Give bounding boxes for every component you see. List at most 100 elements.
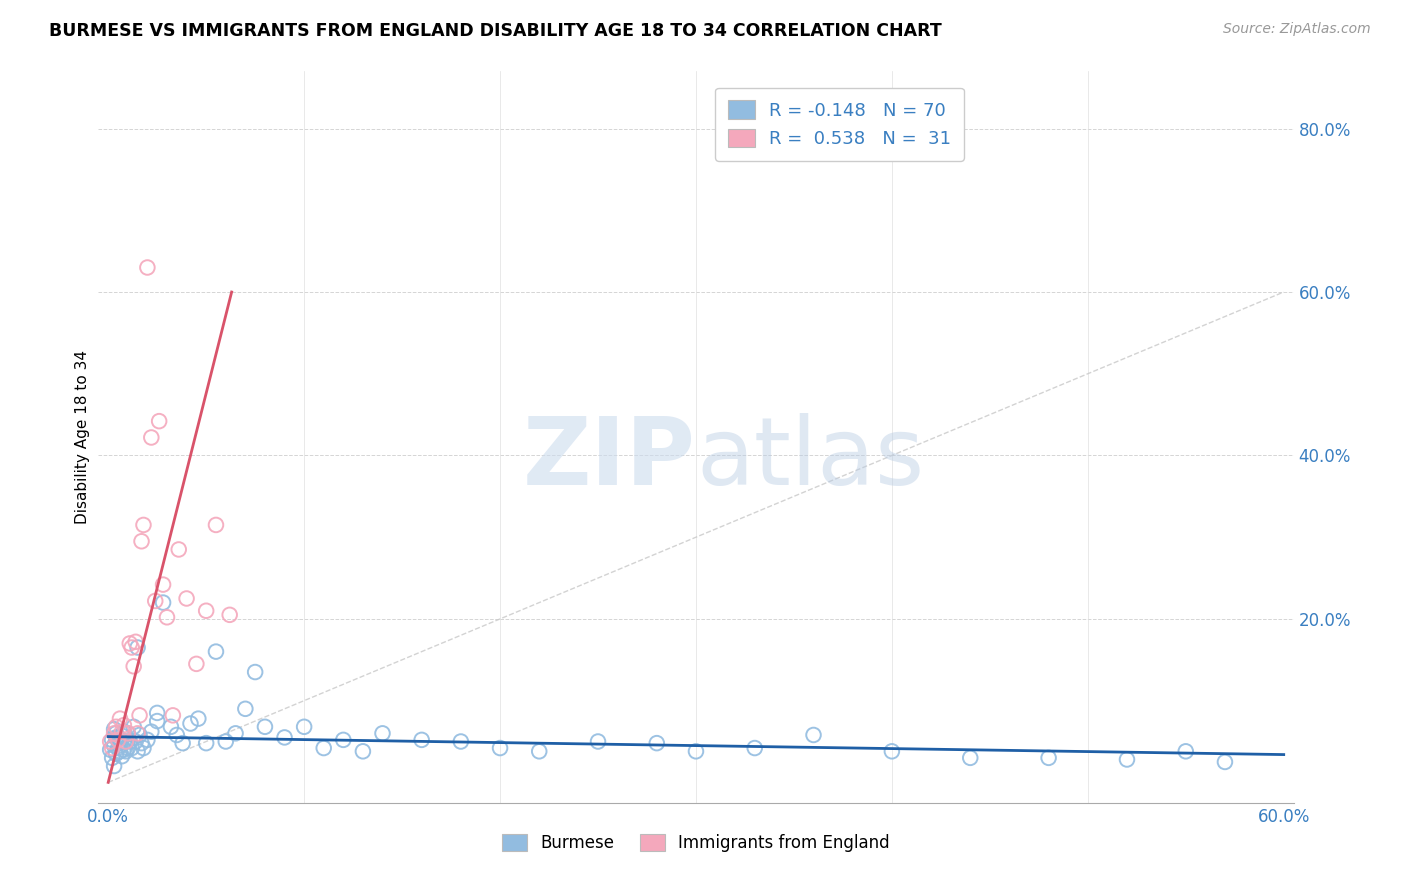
Point [107,731,129,745]
Y-axis label: Disability Age 18 to 34: Disability Age 18 to 34 [75,350,90,524]
Point [332,732,354,747]
Point [105,747,128,761]
Point [98,734,121,748]
Point [243,665,266,679]
Point [156,610,179,624]
Point [121,741,143,756]
Point [115,734,138,748]
Point [98,742,121,756]
Point [127,726,149,740]
Point [218,607,240,622]
Point [803,728,825,742]
Point [586,734,609,748]
Point [103,739,125,753]
Point [141,430,163,444]
Point [105,726,128,740]
Point [107,732,129,747]
Point [115,734,138,748]
Point [148,414,170,428]
Point [162,708,184,723]
Point [132,741,155,756]
Point [253,720,276,734]
Point [352,744,374,758]
Point [112,718,135,732]
Point [117,726,139,740]
Point [685,744,707,758]
Point [273,731,295,745]
Text: BURMESE VS IMMIGRANTS FROM ENGLAND DISABILITY AGE 18 TO 34 CORRELATION CHART: BURMESE VS IMMIGRANTS FROM ENGLAND DISAB… [49,22,942,40]
Point [101,732,124,747]
Point [103,759,125,773]
Point [880,744,903,758]
Point [152,577,174,591]
Point [112,734,135,748]
Point [146,706,169,720]
Point [105,720,128,734]
Point [111,749,134,764]
Point [1038,751,1060,765]
Point [195,604,218,618]
Point [124,734,146,748]
Point [529,744,551,758]
Point [959,751,981,765]
Point [128,708,150,723]
Point [112,724,135,739]
Point [411,732,433,747]
Point [166,728,188,742]
Point [111,729,134,743]
Point [141,724,163,739]
Point [136,260,159,275]
Point [160,720,183,734]
Point [225,726,247,740]
Point [128,728,150,742]
Point [124,635,146,649]
Point [205,517,228,532]
Point [105,731,128,745]
Point [235,702,257,716]
Point [103,723,125,737]
Point [1174,744,1197,758]
Point [121,640,143,655]
Point [101,741,124,756]
Point [172,736,194,750]
Point [176,591,198,606]
Point [215,734,238,748]
Point [101,751,124,765]
Point [118,636,141,650]
Point [450,734,472,748]
Point [108,712,131,726]
Point [118,734,141,748]
Point [131,736,153,750]
Point [107,741,129,756]
Point [127,744,149,758]
Point [108,744,131,758]
Point [489,741,512,756]
Point [122,659,145,673]
Point [167,542,190,557]
Text: Source: ZipAtlas.com: Source: ZipAtlas.com [1223,22,1371,37]
Point [115,744,138,758]
Point [146,714,169,728]
Text: ZIP: ZIP [523,413,696,505]
Point [312,741,335,756]
Point [143,594,166,608]
Point [108,736,131,750]
Point [1213,755,1236,769]
Point [179,716,201,731]
Point [645,736,668,750]
Point [127,640,149,655]
Point [371,726,394,740]
Point [112,742,135,756]
Point [186,657,208,671]
Text: atlas: atlas [696,413,924,505]
Point [117,741,139,756]
Point [117,726,139,740]
Point [205,645,228,659]
Point [103,726,125,740]
Point [1116,752,1139,766]
Point [152,596,174,610]
Point [187,712,209,726]
Point [195,736,218,750]
Point [744,741,766,756]
Point [132,517,155,532]
